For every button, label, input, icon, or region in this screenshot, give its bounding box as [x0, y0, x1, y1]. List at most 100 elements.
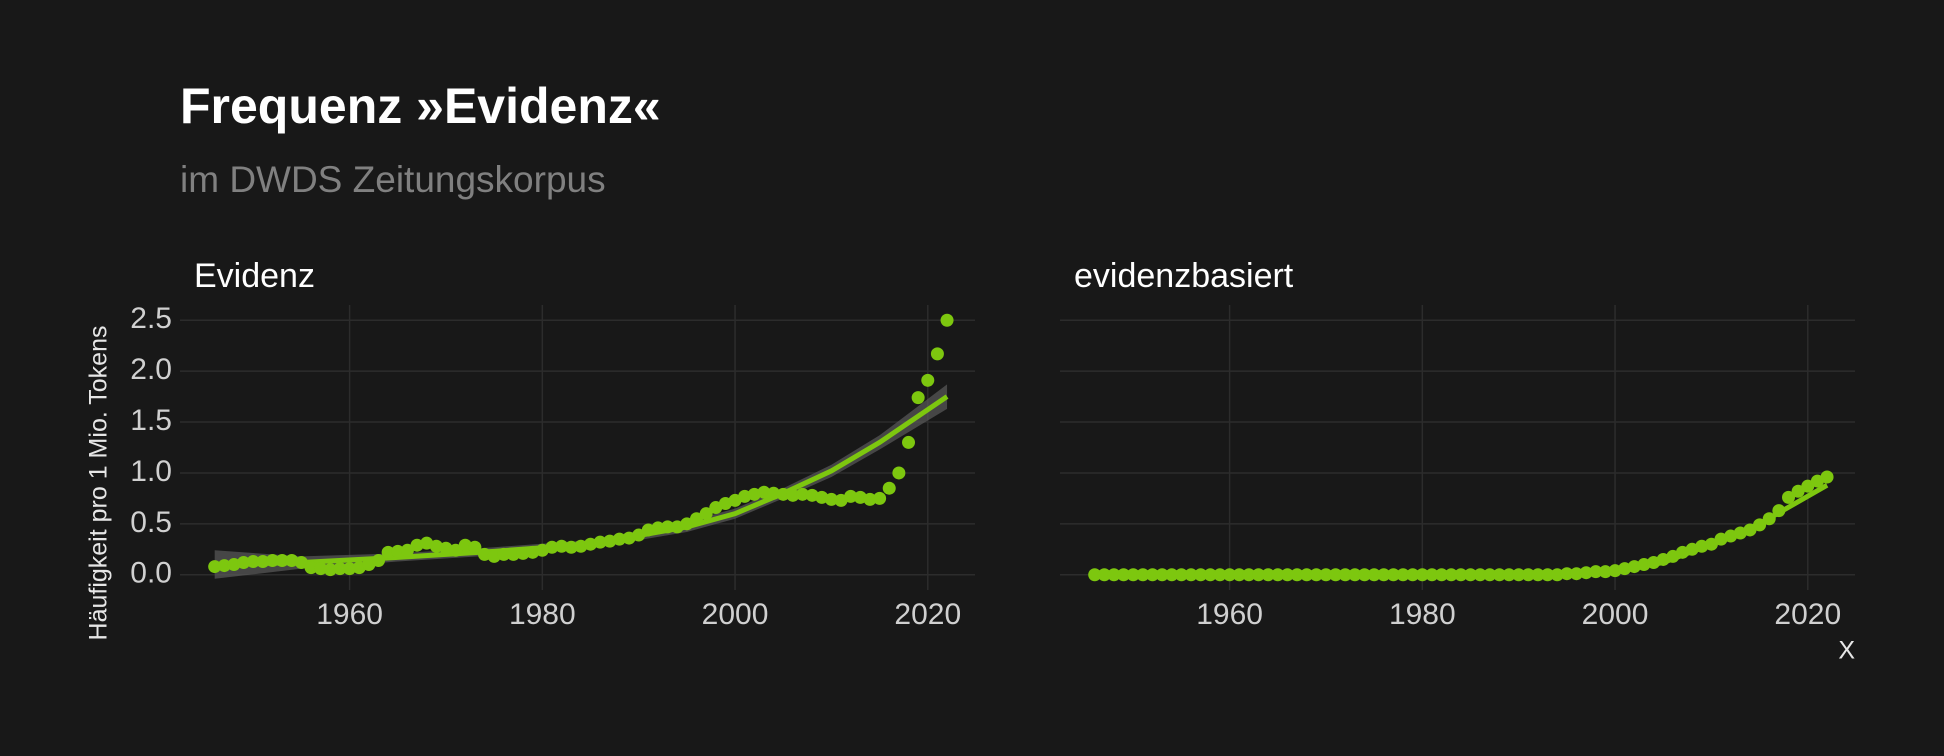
y-tick-label: 1.0: [130, 455, 172, 488]
data-point: [323, 563, 337, 577]
data-point: [767, 486, 781, 500]
data-point: [1521, 568, 1535, 582]
data-point: [564, 540, 578, 554]
data-point: [1377, 568, 1391, 582]
data-point: [1396, 568, 1410, 582]
data-point: [786, 488, 800, 502]
data-point: [1560, 567, 1574, 581]
data-point: [516, 546, 530, 560]
data-point: [815, 490, 829, 504]
data-point: [1242, 568, 1256, 582]
data-point: [314, 562, 328, 576]
panel-title: Evidenz: [194, 257, 315, 295]
data-point: [641, 523, 655, 537]
data-point: [506, 547, 520, 561]
data-point: [487, 549, 501, 563]
data-point: [873, 491, 887, 505]
data-point: [1483, 568, 1497, 582]
data-point: [1415, 568, 1429, 582]
data-point: [237, 556, 251, 570]
data-point: [1695, 539, 1709, 553]
data-point: [410, 538, 424, 552]
data-point: [747, 487, 761, 501]
data-point: [1579, 566, 1593, 580]
data-point: [1184, 568, 1198, 582]
data-point: [266, 553, 280, 567]
data-point: [1155, 568, 1169, 582]
data-point: [1232, 568, 1246, 582]
data-point: [863, 492, 877, 506]
data-point: [1165, 568, 1179, 582]
data-point: [776, 487, 790, 501]
data-point: [1290, 568, 1304, 582]
x-tick-label: 2020: [1774, 598, 1841, 631]
data-point: [1406, 568, 1420, 582]
data-point: [1464, 568, 1478, 582]
data-point: [256, 555, 270, 568]
data-point: [853, 490, 867, 504]
data-point: [1801, 479, 1815, 493]
data-point: [930, 347, 944, 361]
data-point: [1473, 568, 1487, 582]
data-point: [1309, 568, 1323, 582]
data-point: [1271, 568, 1285, 582]
data-point: [738, 489, 752, 503]
x-tick-label: 2000: [1582, 598, 1649, 631]
data-point: [699, 507, 713, 521]
data-point: [1618, 562, 1632, 576]
data-point: [1772, 504, 1786, 518]
data-point: [1762, 512, 1776, 526]
data-point: [1358, 568, 1372, 582]
data-point: [824, 492, 838, 506]
data-point: [612, 532, 626, 546]
data-point: [1136, 568, 1150, 582]
x-tick-label: 1960: [316, 598, 383, 631]
data-point: [468, 540, 482, 554]
data-point: [275, 553, 289, 567]
data-point: [1502, 568, 1516, 582]
data-point: [458, 538, 472, 552]
data-point: [333, 562, 347, 576]
data-point: [1223, 568, 1237, 582]
data-point: [555, 539, 569, 553]
data-point: [1338, 568, 1352, 582]
data-point: [478, 547, 492, 561]
data-point: [304, 561, 318, 575]
data-point: [940, 313, 954, 327]
data-point: [892, 466, 906, 480]
data-point: [1367, 568, 1381, 582]
data-point: [574, 539, 588, 553]
data-point: [294, 556, 308, 570]
chart-subtitle: im DWDS Zeitungskorpus: [180, 159, 606, 200]
data-point: [1791, 484, 1805, 498]
x-tick-label: 1980: [1389, 598, 1456, 631]
data-point: [757, 485, 771, 499]
data-point: [1608, 564, 1622, 578]
data-point: [1146, 568, 1160, 582]
x-tick-label: 2020: [894, 598, 961, 631]
data-point: [1589, 565, 1603, 579]
data-point: [1425, 568, 1439, 582]
data-point: [805, 488, 819, 502]
data-point: [911, 391, 925, 405]
data-point: [1117, 568, 1131, 582]
data-point: [1300, 568, 1314, 582]
data-point: [1280, 568, 1294, 582]
data-point: [1782, 490, 1796, 504]
data-point: [632, 528, 646, 542]
data-point: [391, 544, 405, 558]
data-point: [1203, 568, 1217, 582]
data-point: [227, 558, 241, 572]
data-point: [921, 373, 935, 387]
data-point: [584, 537, 598, 551]
data-point: [603, 534, 617, 548]
x-axis-label: X: [1838, 637, 1855, 665]
data-point: [1386, 568, 1400, 582]
data-point: [1319, 568, 1333, 582]
data-point: [1637, 558, 1651, 572]
data-point: [796, 487, 810, 501]
y-tick-label: 2.0: [130, 353, 172, 386]
data-point: [1492, 568, 1506, 582]
